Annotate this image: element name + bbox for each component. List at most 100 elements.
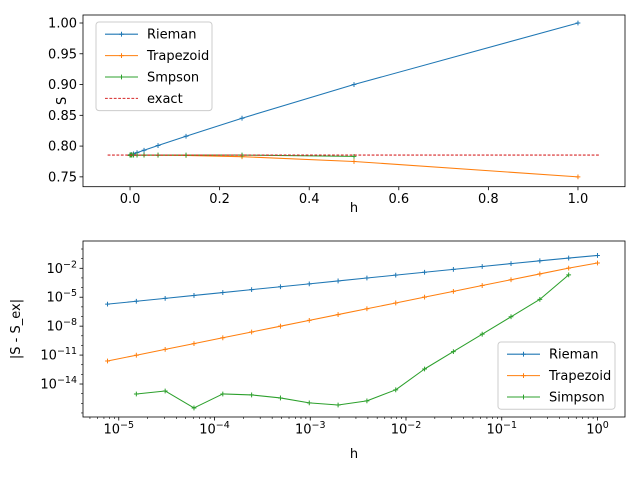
simpson-marker (450, 349, 456, 354)
top-plot: 0.0 0.2 0.4 0.6 0.8 1.0 0.75 0.80 0.85 0.90 0.95 1.… (48, 14, 626, 216)
y-tick-label: 1.00 (48, 17, 77, 32)
x-axis-label: h (350, 447, 358, 462)
trapezoid-marker (105, 358, 110, 364)
simpson-marker (133, 391, 139, 397)
smpson-marker (351, 153, 357, 159)
rieman-marker (351, 82, 357, 87)
x-tick-label: 1.0 (568, 192, 589, 207)
simpson-marker (249, 392, 255, 398)
bottom-plot: 10−5 10−4 10−3 10−2 10−1 100 10−2 10−5 10−8 10−11… (9, 240, 626, 462)
legend-entry-simpson: Simpson (507, 391, 605, 406)
trapezoid-marker (306, 317, 312, 323)
legend-entry-trapezoid: Trapezoid (507, 369, 611, 384)
simpson-marker (220, 391, 226, 397)
legend-entry-rieman: Rieman (507, 348, 599, 363)
trapezoid-marker (351, 159, 357, 164)
simpson-marker (422, 366, 427, 372)
legend-handle-marker (521, 394, 526, 400)
legend-handle-marker (119, 31, 124, 37)
simpson-marker (479, 331, 485, 337)
rieman-marker (364, 275, 370, 281)
x-tick-label: 10−3 (295, 420, 326, 438)
trapezoid-marker (335, 312, 341, 317)
x-tick-label: 0.4 (299, 192, 320, 207)
x-tick-label: 0.0 (120, 192, 141, 207)
rieman-marker (306, 281, 312, 287)
rieman-marker (595, 253, 600, 258)
trapezoid-marker (422, 294, 427, 300)
rieman-marker (278, 284, 283, 290)
trapezoid-marker (575, 174, 581, 180)
simpson-marker (162, 388, 168, 394)
legend: Rieman Trapezoid Smpson exact (95, 21, 213, 112)
y-axis-label: |S - S_ex| (9, 299, 24, 359)
x-tick-label: 10−2 (391, 420, 422, 438)
simpson-marker (191, 405, 197, 411)
legend-label: Rieman (147, 28, 197, 43)
simpson-marker (364, 398, 370, 404)
x-tick-label: 100 (586, 420, 609, 438)
legend: Rieman Trapezoid Simpson (497, 341, 616, 410)
y-tick-label: 10−2 (46, 259, 77, 277)
rieman-marker (105, 301, 110, 307)
rieman-marker (162, 295, 168, 301)
legend-label: Rieman (549, 348, 599, 363)
trapezoid-marker (450, 288, 456, 294)
trapezoid-marker (393, 300, 399, 306)
rieman-marker (508, 261, 514, 267)
legend-label: Simpson (549, 391, 605, 406)
y-tick-label: 10−11 (40, 346, 77, 364)
legend-label: exact (147, 92, 183, 107)
rieman-marker (537, 258, 543, 264)
legend-label: Trapezoid (548, 369, 611, 384)
legend-entry-smpson: Smpson (105, 71, 199, 86)
rieman-marker (575, 20, 581, 26)
simpson-marker (306, 400, 312, 406)
trapezoid-markers (105, 260, 600, 364)
rieman-marker (155, 143, 161, 148)
simpson-marker (508, 314, 514, 320)
x-tick-label: 10−5 (103, 420, 134, 438)
trapezoid-marker (566, 265, 572, 271)
trapezoid-marker (537, 271, 543, 277)
legend-label: Smpson (147, 71, 199, 86)
legend-box (95, 21, 213, 112)
rieman-marker (133, 298, 139, 304)
y-tick-label: 0.90 (48, 78, 77, 93)
y-tick-label: 0.95 (48, 47, 77, 62)
legend-handle-marker (119, 53, 124, 58)
y-tick-label: 10−5 (46, 288, 77, 306)
legend-entry-trapezoid: Trapezoid (105, 49, 209, 64)
simpson-marker (393, 387, 399, 393)
x-tick-label: 0.6 (388, 192, 409, 207)
y-tick-label: 10−14 (40, 375, 77, 393)
legend-entry-exact: exact (105, 92, 183, 107)
legend-box (497, 341, 616, 410)
trapezoid-marker (162, 347, 168, 352)
rieman-marker (566, 255, 572, 261)
rieman-marker (479, 264, 485, 269)
legend-handle-marker (521, 351, 526, 357)
x-tick-label: 0.2 (209, 192, 230, 207)
y-tick-label: 0.75 (48, 170, 77, 185)
y-tick-label: 10−8 (46, 317, 77, 335)
x-tick-label: 10−4 (199, 420, 230, 438)
rieman-marker (249, 287, 255, 293)
rieman-marker (335, 278, 341, 284)
rieman-marker (422, 269, 427, 275)
trapezoid-marker (249, 329, 255, 335)
trapezoid-marker (133, 352, 139, 358)
rieman-marker (220, 290, 226, 295)
trapezoid-marker (220, 335, 226, 341)
rieman-marker (183, 133, 189, 139)
trapezoid-marker (479, 283, 485, 288)
trapezoid-marker (364, 306, 370, 312)
rieman-line (107, 254, 598, 305)
trapezoid-marker (508, 277, 514, 283)
trapezoid-marker (278, 323, 283, 329)
x-tick-label: 0.8 (478, 192, 499, 207)
trapezoid-marker (191, 341, 197, 346)
simpson-marker (278, 395, 283, 401)
